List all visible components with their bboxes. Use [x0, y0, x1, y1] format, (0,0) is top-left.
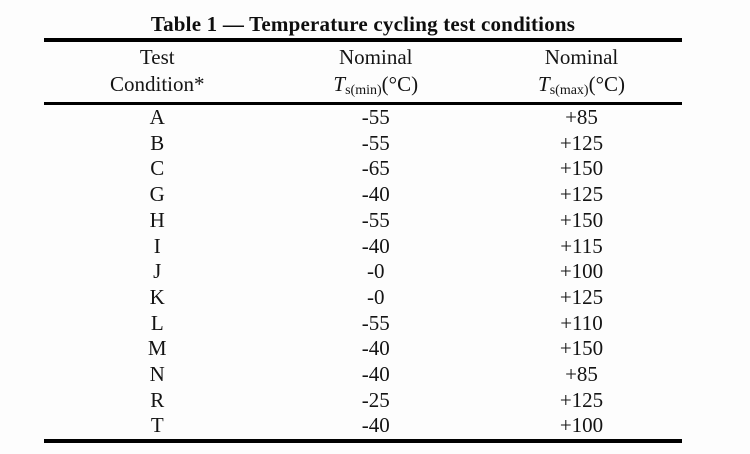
- condition-cell: M: [147, 336, 167, 361]
- tmin-cell: -40: [361, 362, 390, 387]
- condition-cell: T: [150, 413, 164, 438]
- table-row: H -55 +150: [44, 208, 682, 234]
- tmax-cell: +150: [559, 156, 604, 181]
- table-row: G -40 +125: [44, 182, 682, 208]
- condition-cell: A: [149, 105, 165, 129]
- condition-cell: R: [150, 387, 165, 412]
- table1-container: Table 1 — Temperature cycling test condi…: [44, 11, 682, 444]
- condition-cell: L: [150, 310, 164, 335]
- header-test-line1: Test: [139, 45, 175, 69]
- tmin-cell: -40: [361, 182, 390, 207]
- ts-max-subscript: s(max): [549, 83, 589, 99]
- table-row: C -65 +150: [44, 156, 682, 182]
- tmax-cell: +150: [559, 336, 604, 361]
- tmin-cell: -55: [361, 130, 390, 155]
- ts-max-unit: (°C): [588, 72, 625, 96]
- tmin-cell: -65: [361, 156, 390, 181]
- condition-cell: G: [149, 182, 165, 207]
- header-test-line2: Condition*: [109, 72, 205, 96]
- ts-min-subscript: s(min): [345, 83, 382, 99]
- tmax-cell: +85: [565, 105, 598, 129]
- tmin-cell: -25: [361, 387, 390, 412]
- condition-cell: C: [150, 156, 165, 181]
- table-row: B -55 +125: [44, 131, 682, 157]
- header-ts-max: Nominal Ts(max)(°C): [481, 40, 682, 105]
- condition-cell: N: [149, 362, 165, 387]
- table-row: N -40 +85: [44, 362, 682, 388]
- tmin-cell: -40: [361, 336, 390, 361]
- table-row: L -55 +110: [44, 311, 682, 337]
- tmin-cell: -40: [361, 413, 390, 438]
- header-ts-min-line2: Ts(min)(°C): [270, 71, 481, 98]
- header-row: Test Condition* Nominal Ts(min)(°C) Nomi…: [44, 40, 682, 105]
- tmin-cell: -0: [367, 259, 385, 284]
- temperature-cycling-table: Test Condition* Nominal Ts(min)(°C) Nomi…: [44, 38, 682, 444]
- tmin-cell: -55: [361, 310, 390, 335]
- header-ts-min-line1: Nominal: [339, 45, 413, 69]
- header-test-condition: Test Condition*: [44, 40, 271, 105]
- tmax-cell: +125: [559, 182, 604, 207]
- ts-max-symbol: T: [538, 72, 550, 96]
- tmax-cell: +110: [560, 310, 603, 335]
- tmin-cell: -0: [367, 284, 385, 309]
- tmax-cell: +115: [560, 233, 603, 258]
- condition-cell: K: [149, 284, 165, 309]
- header-ts-max-line2: Ts(max)(°C): [481, 71, 682, 98]
- tmax-cell: +125: [559, 387, 604, 412]
- tmax-cell: +100: [559, 259, 604, 284]
- tmin-cell: -55: [361, 207, 390, 232]
- condition-cell: H: [149, 207, 165, 232]
- table-row: M -40 +150: [44, 336, 682, 362]
- table-row: K -0 +125: [44, 285, 682, 311]
- table-row: T -40 +100: [44, 413, 682, 441]
- tmax-cell: +85: [565, 362, 598, 387]
- tmin-cell: -40: [361, 233, 390, 258]
- table-row: R -25 +125: [44, 388, 682, 414]
- table-row: I -40 +115: [44, 234, 682, 260]
- tmax-cell: +100: [559, 413, 604, 438]
- table-header: Test Condition* Nominal Ts(min)(°C) Nomi…: [44, 40, 682, 105]
- tmin-cell: -55: [361, 105, 390, 129]
- header-ts-min: Nominal Ts(min)(°C): [270, 40, 482, 105]
- condition-cell: J: [153, 259, 162, 284]
- tmax-cell: +150: [559, 207, 604, 232]
- table-title: Table 1 — Temperature cycling test condi…: [150, 12, 576, 36]
- table-body: A -55 +85 B -55 +125 C -65 +150 G -40 +125 H -55 +150 I…: [44, 104, 682, 442]
- ts-min-unit: (°C): [381, 72, 419, 96]
- tmax-cell: +125: [559, 284, 604, 309]
- table-row: J -0 +100: [44, 259, 682, 285]
- header-ts-max-line1: Nominal: [544, 45, 619, 69]
- table-row: A -55 +85: [44, 104, 682, 131]
- condition-cell: I: [153, 233, 161, 258]
- tmax-cell: +125: [559, 130, 604, 155]
- condition-cell: B: [150, 130, 165, 155]
- ts-min-symbol: T: [333, 72, 346, 96]
